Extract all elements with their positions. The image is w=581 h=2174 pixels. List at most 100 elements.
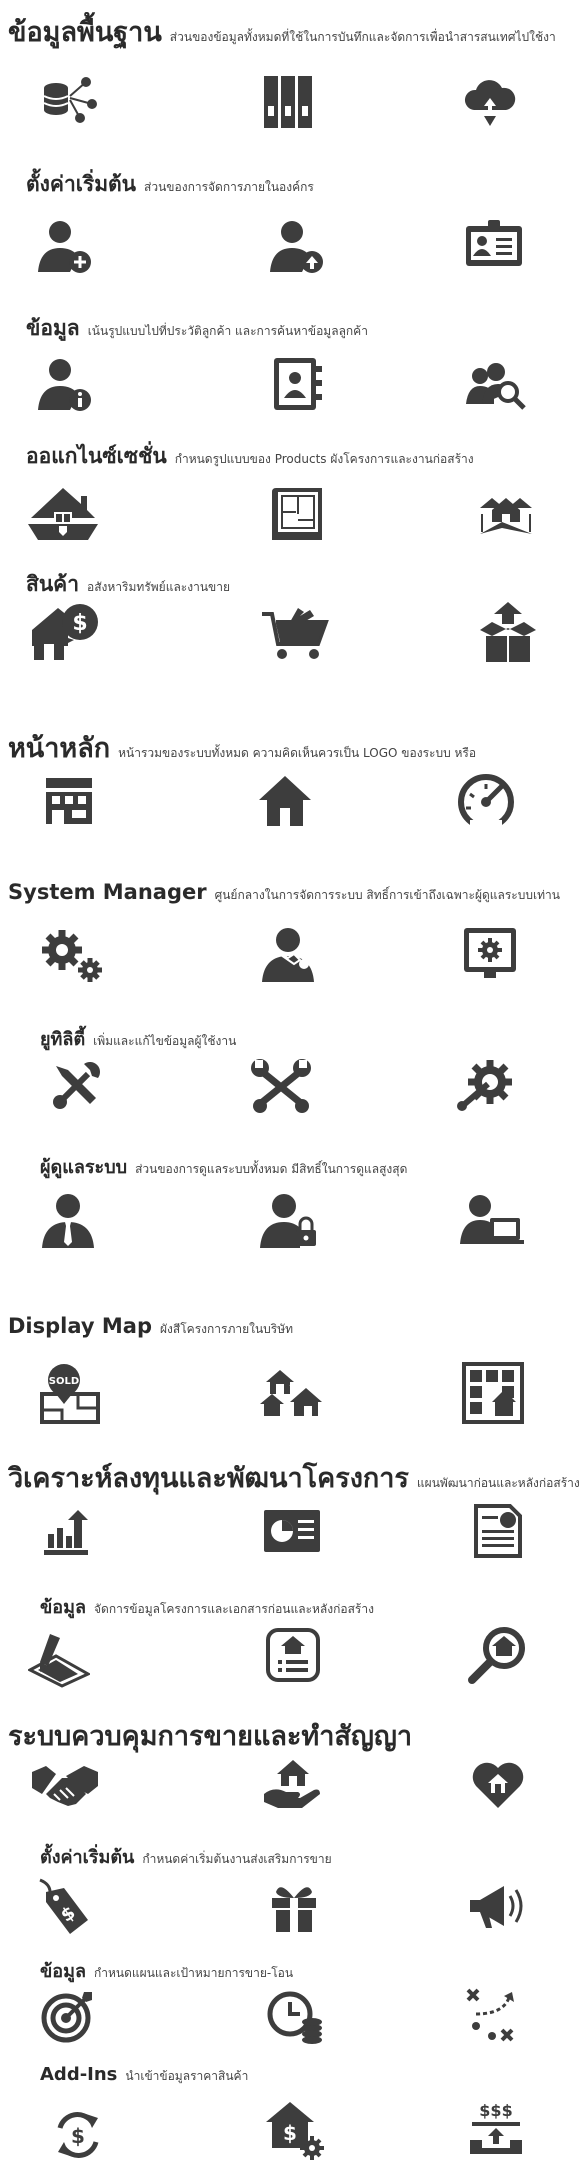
admin-user-icon[interactable]: [38, 1190, 98, 1250]
database-network-icon[interactable]: [40, 72, 100, 132]
sold-sign-icon[interactable]: SOLD: [40, 1362, 100, 1424]
money-cycle-icon[interactable]: $: [50, 2108, 106, 2162]
section-title: ข้อมูลพื้นฐาน: [8, 17, 162, 48]
section-title: วิเคราะห์ลงทุนและพัฒนาโครงการ: [8, 1463, 409, 1494]
section-desc: กำหนดแผนและเป้าหมายการขาย-โอน: [94, 1966, 294, 1980]
houses-icon[interactable]: [260, 1366, 324, 1422]
house-hand-icon[interactable]: [262, 1756, 324, 1812]
gift-icon[interactable]: [268, 1880, 320, 1934]
section-desc: เพิ่มและแก้ไขข้อมูลผู้ใช้งาน: [93, 1034, 237, 1048]
store-icon[interactable]: [42, 774, 96, 828]
svg-text:$$$: $$$: [479, 2101, 512, 2120]
section-title: ยูทิลิตี้: [40, 1029, 86, 1050]
map-grid-icon[interactable]: [462, 1362, 524, 1424]
money-tray-icon[interactable]: $$$: [466, 2100, 526, 2158]
house-box-icon[interactable]: [476, 600, 540, 664]
section-title: System Manager: [8, 880, 207, 904]
section-desc: กำหนดค่าเริ่มต้นงานส่งเสริมการขาย: [142, 1852, 332, 1866]
section-header-s9: ผู้ดูแลระบบ ส่วนของการดูแลระบบทั้งหมด มีส…: [40, 1152, 581, 1181]
section-header-s16: Add-Ins นำเข้าข้อมูลราคาสินค้า: [40, 2064, 581, 2086]
user-lock-icon[interactable]: [260, 1190, 320, 1250]
section-title: Display Map: [8, 1314, 152, 1338]
svg-text:$: $: [72, 611, 87, 636]
svg-text:$: $: [283, 2121, 297, 2145]
section-header-s15: ข้อมูล กำหนดแผนและเป้าหมายการขาย-โอน: [40, 1956, 581, 1985]
svg-text:SOLD: SOLD: [49, 1376, 79, 1387]
presentation-icon[interactable]: [262, 1508, 322, 1556]
section-desc: เน้นรูปแบบไปที่ประวัติลูกค้า และการค้นหา…: [87, 324, 368, 338]
section-title: ระบบควบคุมการขายและทำสัญญา: [8, 1721, 413, 1752]
section-title: ข้อมูล: [40, 1961, 87, 1982]
section-header-s3: ข้อมูล เน้นรูปแบบไปที่ประวัติลูกค้า และกา…: [26, 312, 581, 345]
section-header-s8: ยูทิลิตี้ เพิ่มและแก้ไขข้อมูลผู้ใช้งาน: [40, 1024, 581, 1053]
section-header-s10: Display Map ผังสีโครงการภายในบริษัท: [8, 1314, 581, 1339]
gears-icon[interactable]: [40, 928, 106, 984]
settings-monitor-icon[interactable]: [460, 924, 520, 984]
user-search-icon[interactable]: [466, 354, 526, 414]
section-header-s13: ระบบควบคุมการขายและทำสัญญา: [8, 1714, 581, 1757]
speedometer-icon[interactable]: [456, 772, 516, 828]
section-header-s7: System Manager ศูนย์กลางในการจัดการระบบ ส…: [8, 880, 581, 905]
wrench-gear-icon[interactable]: [456, 1058, 516, 1114]
section-desc: กำหนดรูปแบบของ Products ผังโครงการและงาน…: [174, 452, 474, 466]
section-header-s1: ข้อมูลพื้นฐาน ส่วนของข้อมูลทั้งหมดที่ใช้ใ…: [8, 10, 581, 53]
house-money-gear-icon[interactable]: $: [264, 2100, 326, 2160]
section-header-s14: ตั้งค่าเริ่มต้น กำหนดค่าเริ่มต้นงานส่งเสร…: [40, 1842, 581, 1871]
section-header-s4: ออแกไนซ์เซชั่น กำหนดรูปแบบของ Products ผั…: [26, 440, 581, 473]
shopping-cart-icon[interactable]: [260, 600, 330, 664]
strategy-icon[interactable]: [464, 1986, 524, 2044]
megaphone-icon[interactable]: [468, 1882, 528, 1932]
section-title: ตั้งค่าเริ่มต้น: [40, 1847, 135, 1868]
target-icon[interactable]: [40, 1988, 96, 2044]
section-header-s11: วิเคราะห์ลงทุนและพัฒนาโครงการ แผนพัฒนาก่อ…: [8, 1456, 581, 1499]
section-desc: จัดการข้อมูลโครงการและเอกสารก่อนและหลังก…: [94, 1602, 374, 1616]
section-header-s6: หน้าหลัก หน้ารวมของระบบทั้งหมด ความคิดเห็…: [8, 726, 581, 769]
user-upload-icon[interactable]: [270, 216, 330, 276]
section-desc: ผังสีโครงการภายในบริษัท: [160, 1322, 294, 1336]
section-title: Add-Ins: [40, 2064, 118, 2085]
section-header-s5: สินค้า อสังหาริมทรัพย์และงานขาย: [26, 568, 581, 601]
price-tag-icon[interactable]: $: [36, 1878, 92, 1938]
binders-icon[interactable]: [260, 72, 320, 132]
house-plot-icon[interactable]: [476, 484, 536, 544]
heart-house-icon[interactable]: [470, 1756, 526, 1812]
handshake-icon[interactable]: [30, 1760, 100, 1810]
section-desc: ส่วนของการจัดการภายในองค์กร: [144, 180, 314, 194]
section-header-s2: ตั้งค่าเริ่มต้น ส่วนของการจัดการภายในองค์…: [26, 168, 581, 201]
section-title: ตั้งค่าเริ่มต้น: [26, 172, 137, 196]
user-info-icon[interactable]: [36, 354, 96, 414]
contact-book-icon[interactable]: [268, 354, 328, 414]
chart-upload-icon[interactable]: [40, 1506, 92, 1558]
house-price-icon[interactable]: $: [30, 600, 100, 664]
section-header-s12: ข้อมูล จัดการข้อมูลโครงการและเอกสารก่อนแล…: [40, 1592, 581, 1621]
cloud-sync-icon[interactable]: [460, 72, 520, 132]
section-desc: ศูนย์กลางในการจัดการระบบ สิทธิ์การเข้าถึ…: [214, 888, 560, 902]
section-desc: แผนพัฒนาก่อนและหลังก่อสร้าง: [416, 1476, 580, 1490]
time-money-icon[interactable]: [266, 1988, 326, 2044]
user-add-icon[interactable]: [36, 216, 96, 276]
crossed-wrenches-icon[interactable]: [250, 1058, 312, 1114]
land-pen-icon[interactable]: [28, 1630, 90, 1688]
id-card-icon[interactable]: [464, 216, 524, 276]
home-icon[interactable]: [256, 772, 314, 828]
section-title: หน้าหลัก: [8, 733, 111, 764]
blueprint-icon[interactable]: [268, 484, 328, 544]
report-icon[interactable]: [470, 1502, 526, 1558]
svg-text:$: $: [71, 2124, 85, 2148]
user-laptop-icon[interactable]: [460, 1190, 526, 1250]
user-wrench-icon[interactable]: [256, 924, 320, 984]
section-desc: อสังหาริมทรัพย์และงานขาย: [87, 580, 231, 594]
section-desc: ส่วนของการดูแลระบบทั้งหมด มีสิทธิ์ในการด…: [135, 1162, 408, 1176]
section-title: ผู้ดูแลระบบ: [40, 1157, 128, 1178]
section-title: สินค้า: [26, 572, 80, 596]
house-land-icon[interactable]: [26, 484, 100, 544]
house-list-icon[interactable]: [264, 1626, 322, 1684]
house-search-icon[interactable]: [466, 1624, 528, 1686]
section-desc: นำเข้าข้อมูลราคาสินค้า: [125, 2069, 249, 2083]
section-desc: ส่วนของข้อมูลทั้งหมดที่ใช้ในการบันทึกและ…: [169, 30, 556, 44]
section-title: ข้อมูล: [26, 316, 80, 340]
section-title: ข้อมูล: [40, 1597, 87, 1618]
tools-icon[interactable]: [48, 1058, 104, 1114]
section-desc: หน้ารวมของระบบทั้งหมด ความคิดเห็นควรเป็น…: [118, 746, 477, 760]
section-title: ออแกไนซ์เซชั่น: [26, 444, 167, 468]
